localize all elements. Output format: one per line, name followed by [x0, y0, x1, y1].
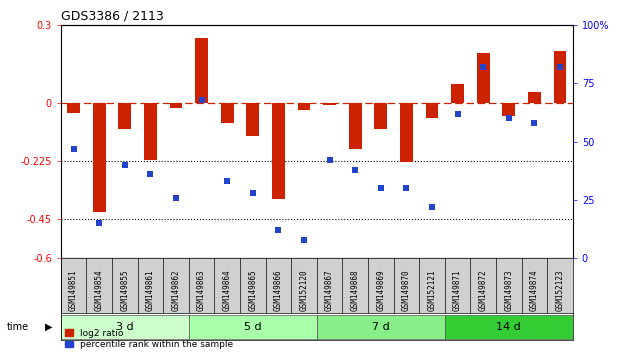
Bar — [272, 103, 285, 199]
Text: GSM149869: GSM149869 — [376, 269, 385, 310]
Text: GSM149851: GSM149851 — [69, 269, 78, 310]
Text: GSM149871: GSM149871 — [453, 269, 462, 310]
Bar — [246, 103, 259, 136]
Text: GSM149866: GSM149866 — [274, 269, 283, 310]
Text: GSM149870: GSM149870 — [402, 269, 411, 310]
Text: time: time — [6, 321, 29, 332]
Text: GSM149872: GSM149872 — [479, 269, 488, 310]
Text: 14 d: 14 d — [497, 321, 521, 332]
Bar — [67, 103, 80, 113]
Text: ▶: ▶ — [45, 321, 52, 332]
Text: GSM149854: GSM149854 — [95, 269, 104, 310]
Text: 5 d: 5 d — [244, 321, 262, 332]
Bar — [426, 103, 438, 118]
Text: GSM149863: GSM149863 — [197, 269, 206, 310]
Bar — [502, 103, 515, 116]
Text: GSM149861: GSM149861 — [146, 269, 155, 310]
Bar — [195, 38, 208, 103]
Bar — [221, 103, 234, 124]
Bar — [554, 51, 566, 103]
Bar — [323, 103, 336, 105]
FancyBboxPatch shape — [61, 315, 189, 338]
Legend: log2 ratio, percentile rank within the sample: log2 ratio, percentile rank within the s… — [65, 329, 233, 349]
Text: GSM149862: GSM149862 — [172, 269, 180, 310]
Text: GSM149864: GSM149864 — [223, 269, 232, 310]
Text: GSM152120: GSM152120 — [300, 269, 308, 310]
Bar — [144, 103, 157, 160]
Text: GSM149874: GSM149874 — [530, 269, 539, 310]
Bar — [93, 103, 106, 212]
Bar — [400, 103, 413, 162]
FancyBboxPatch shape — [445, 315, 573, 338]
Text: GDS3386 / 2113: GDS3386 / 2113 — [61, 10, 164, 23]
Bar — [374, 103, 387, 129]
Text: GSM149868: GSM149868 — [351, 269, 360, 310]
Bar — [528, 92, 541, 103]
Bar — [170, 103, 182, 108]
FancyBboxPatch shape — [317, 315, 445, 338]
Text: 3 d: 3 d — [116, 321, 134, 332]
Bar — [451, 85, 464, 103]
Bar — [349, 103, 362, 149]
Bar — [298, 103, 310, 110]
Bar — [477, 53, 490, 103]
Text: GSM149865: GSM149865 — [248, 269, 257, 310]
Text: GSM152121: GSM152121 — [428, 269, 436, 310]
Text: GSM152123: GSM152123 — [556, 269, 564, 310]
Text: 7 d: 7 d — [372, 321, 390, 332]
Bar — [118, 103, 131, 129]
Text: GSM149867: GSM149867 — [325, 269, 334, 310]
Text: GSM149873: GSM149873 — [504, 269, 513, 310]
FancyBboxPatch shape — [189, 315, 317, 338]
Text: GSM149855: GSM149855 — [120, 269, 129, 310]
